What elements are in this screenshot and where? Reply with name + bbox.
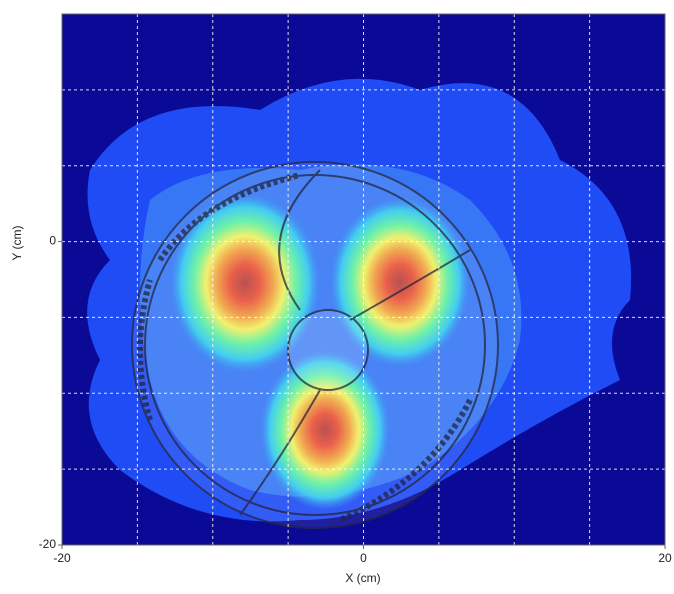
x-tick-label: 20 (658, 551, 672, 565)
y-tick-label: -20 (39, 537, 57, 551)
x-axis-label: X (cm) (345, 571, 380, 585)
grid (62, 14, 665, 545)
y-axis-label: Y (cm) (10, 225, 24, 260)
x-tick-label: 0 (360, 551, 367, 565)
x-tick-label: -20 (53, 551, 71, 565)
y-tick-label: 0 (49, 234, 56, 248)
contour-field (62, 14, 665, 545)
fan-overlay (131, 161, 499, 529)
